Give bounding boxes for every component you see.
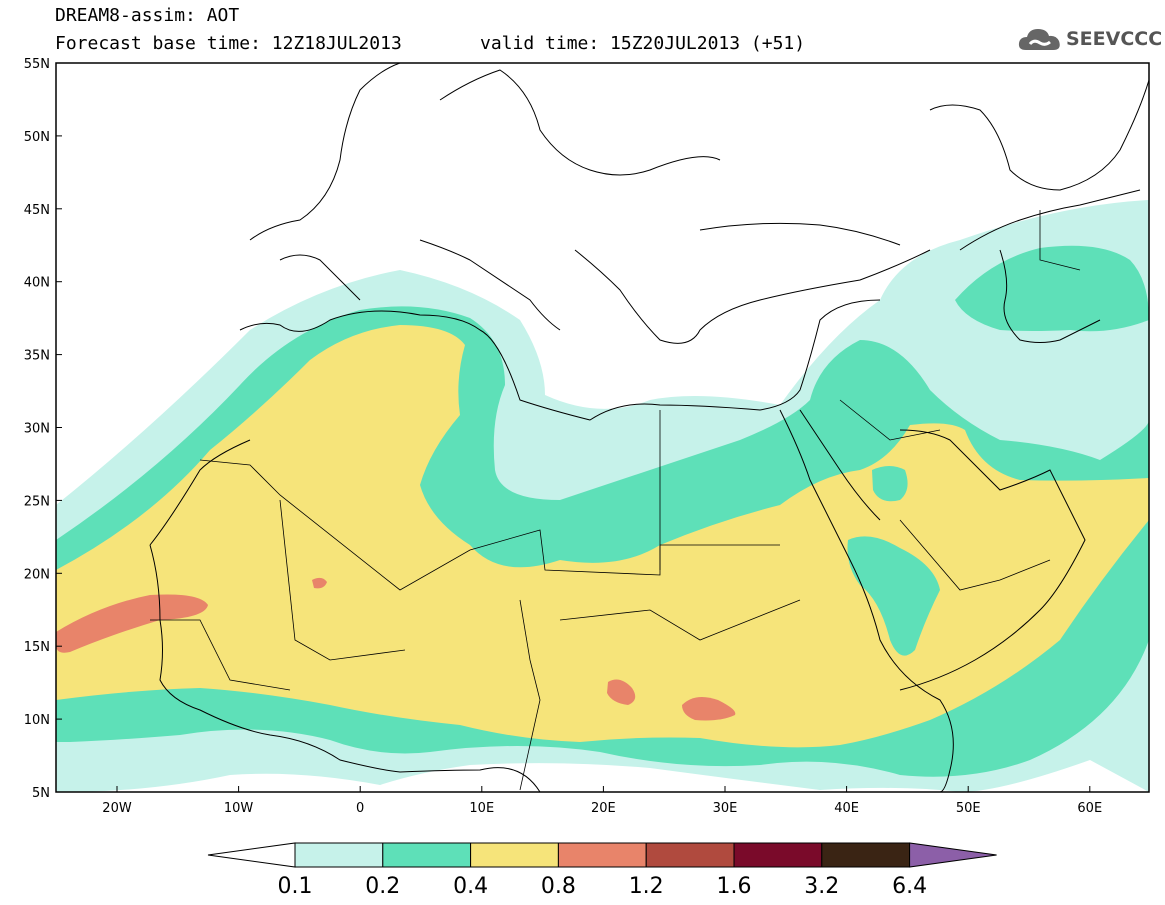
- map-title: DREAM8-assim: AOT: [55, 5, 240, 26]
- cloud-icon: [1018, 29, 1060, 50]
- lat-tick-label: 55N: [24, 57, 50, 72]
- aot-contour-0.1-caspian: [985, 347, 1052, 371]
- lat-tick-label: 20N: [24, 567, 50, 582]
- latitude-axis: 55N 50N 45N 40N 35N 30N 25N 20N 15N 10N 5N: [24, 57, 62, 801]
- lon-tick-label: 20W: [102, 801, 132, 816]
- lat-tick-label: 25N: [24, 494, 50, 509]
- lat-tick-label: 30N: [24, 422, 50, 437]
- seevccc-logo: SEEVCCC: [1018, 24, 1162, 56]
- longitude-axis: 20W 10W 0 10E 20E 30E 40E 50E 60E: [102, 786, 1102, 816]
- lon-tick-label: 10W: [224, 801, 254, 816]
- aot-contour-0.2-arabia: [872, 466, 908, 502]
- aot-contour-0.8-mali: [312, 577, 327, 589]
- lon-tick-label: 10E: [469, 801, 494, 816]
- borders: [150, 210, 1081, 791]
- logo-text: SEEVCCC: [1066, 28, 1163, 50]
- lat-tick-label: 15N: [24, 640, 50, 655]
- lon-tick-label: 0: [356, 801, 364, 816]
- valid-time: valid time: 15Z20JUL2013 (+51): [480, 33, 806, 54]
- aot-contour-0.2-redsea: [847, 536, 940, 656]
- aot-contour-0.2-caspian: [955, 245, 1149, 332]
- coastlines: [149, 63, 1149, 792]
- map-plot-area: [56, 63, 1149, 792]
- lat-tick-label: 50N: [24, 130, 50, 145]
- lat-tick-label: 5N: [32, 786, 50, 801]
- lat-tick-label: 10N: [24, 713, 50, 728]
- forecast-base-time: Forecast base time: 12Z18JUL2013: [55, 33, 402, 54]
- aot-contour-0.8-chad: [607, 679, 636, 705]
- lat-tick-label: 45N: [24, 203, 50, 218]
- lat-tick-label: 40N: [24, 276, 50, 291]
- lon-tick-label: 30E: [713, 801, 738, 816]
- lon-tick-label: 60E: [1077, 801, 1102, 816]
- aot-contour-0.8-senegal: [56, 594, 208, 653]
- lat-tick-label: 35N: [24, 349, 50, 364]
- lon-tick-label: 20E: [591, 801, 616, 816]
- lon-tick-label: 50E: [956, 801, 981, 816]
- aot-contour-0.8-sudan: [682, 696, 736, 721]
- aot-contour-0.4: [56, 325, 1149, 748]
- lon-tick-label: 40E: [834, 801, 859, 816]
